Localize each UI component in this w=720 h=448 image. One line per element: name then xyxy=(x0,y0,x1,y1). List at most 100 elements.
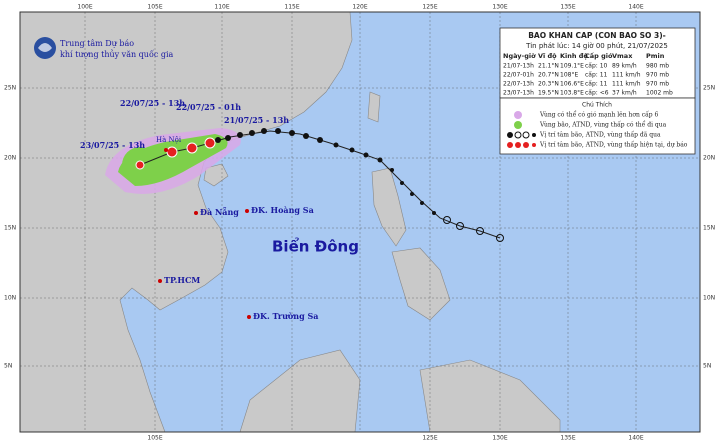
legend-swatch xyxy=(514,111,522,119)
past-position xyxy=(333,142,339,148)
table-cell: 89 km/h xyxy=(612,63,637,70)
grid-label-top: 130E xyxy=(492,4,507,11)
issue-time: Tin phát lúc: 14 giờ 00 phút, 21/07/2025 xyxy=(525,42,668,50)
past-position xyxy=(349,147,355,153)
past-position xyxy=(476,227,484,235)
table-header: Ngày-giờ xyxy=(503,52,536,60)
map-label: 23/07/25 - 13h xyxy=(80,140,145,150)
grid-label-right: 10N xyxy=(703,295,715,302)
past-position xyxy=(456,222,464,230)
table-cell: 20.7°N xyxy=(538,72,559,79)
logo-mark xyxy=(38,43,52,52)
legend-item: Vùng bão, ATND, vùng thấp có thể đi qua xyxy=(539,122,667,129)
storm-forecast xyxy=(166,146,178,158)
table-cell: 19.5°N xyxy=(538,90,559,97)
map-label: 22/07/25 - 01h xyxy=(176,102,241,112)
legend-swatch xyxy=(507,131,536,139)
grid-label-top: 110E xyxy=(214,4,229,11)
table-cell: cấp: 10 xyxy=(585,63,608,70)
past-position xyxy=(496,234,504,242)
table-cell: 109.1°E xyxy=(560,63,584,70)
table-cell: 111 km/h xyxy=(612,81,641,88)
legend-swatch xyxy=(507,142,536,148)
table-header: Pmin xyxy=(646,52,665,60)
island-label: ĐK. Trường Sa xyxy=(253,311,318,321)
past-position xyxy=(289,130,295,136)
grid-label-top: 125E xyxy=(422,4,437,11)
past-position xyxy=(303,133,309,139)
past-position xyxy=(261,128,267,134)
past-position xyxy=(420,201,424,205)
storm-forecast xyxy=(186,142,198,154)
bulletin-title: BAO KHAN CAP (CON BAO SO 3)- xyxy=(528,31,666,40)
grid-label-bottom: 140E xyxy=(628,435,643,442)
mainland xyxy=(19,11,353,433)
grid-label-left: 5N xyxy=(4,363,12,370)
hanoi-dot xyxy=(164,148,168,152)
table-header: Kinh độ xyxy=(560,52,588,60)
grid-label-top: 100E xyxy=(77,4,92,11)
grid-label-bottom: 105E xyxy=(147,435,162,442)
table-cell: 970 mb xyxy=(646,81,669,88)
past-position xyxy=(237,132,243,138)
grid-label-right: 15N xyxy=(703,225,715,232)
sea-label: Biển Đông xyxy=(272,237,359,256)
low-forecast xyxy=(135,160,145,170)
table-header: Vĩ độ xyxy=(538,52,557,60)
grid-label-left: 10N xyxy=(4,295,16,302)
legend-item: Vị trí tâm bão, ATND, vùng thấp đã qua xyxy=(539,132,661,139)
map-frame xyxy=(19,11,701,433)
legend-dot xyxy=(523,142,529,148)
table-cell: 970 mb xyxy=(646,72,669,79)
past-position xyxy=(275,128,281,134)
table-cell: 37 km/h xyxy=(612,90,637,97)
grid-label-bottom: 135E xyxy=(560,435,575,442)
visayas-mindanao xyxy=(391,247,451,321)
island-label: ĐK. Hoàng Sa xyxy=(251,205,314,215)
grid-label-top: 140E xyxy=(628,4,643,11)
grid-label-bottom: 130E xyxy=(492,435,507,442)
grid-label-left: 25N xyxy=(4,85,16,92)
legend-dot xyxy=(532,133,536,137)
table-header: Vmax xyxy=(612,52,633,60)
hcm-dot xyxy=(158,279,162,283)
table-cell: cấp: <6 xyxy=(585,90,609,97)
map-label: 22/07/25 - 13h xyxy=(120,98,185,108)
table-cell: 103.8°E xyxy=(560,90,584,97)
table-cell: cấp: 11 xyxy=(585,72,608,79)
past-position xyxy=(317,137,323,143)
grid-label-top: 115E xyxy=(284,4,299,11)
table-cell: 20.3°N xyxy=(538,81,559,88)
past-position xyxy=(432,211,436,215)
hoangsa-dot xyxy=(245,209,249,213)
table-cell: cấp: 11 xyxy=(585,81,608,88)
table-cell: 106.6°E xyxy=(560,81,584,88)
legend-dot xyxy=(507,132,513,138)
legend-dot xyxy=(532,143,536,147)
past-position xyxy=(215,137,221,143)
legend-swatch xyxy=(514,121,522,129)
map-label: 21/07/25 - 13h xyxy=(224,115,289,125)
legend-item: Vùng có thể có gió mạnh lên hơn cấp 6 xyxy=(539,112,659,119)
city-label: Đà Nẵng xyxy=(200,207,239,217)
table-cell: 21.1°N xyxy=(538,63,559,70)
table-cell: 22/07-01h xyxy=(503,72,534,79)
table-cell: 1002 mb xyxy=(646,90,673,97)
org-name: khí tượng thủy văn quốc gia xyxy=(60,50,174,59)
land xyxy=(19,11,561,433)
table-cell: 111 km/h xyxy=(612,72,641,79)
past-position xyxy=(249,130,255,136)
legend-dot xyxy=(515,142,521,148)
luzon xyxy=(371,167,407,247)
grid-label-right: 25N xyxy=(703,85,715,92)
past-position xyxy=(443,216,451,224)
grid-labels: 100E 105E 110E 115E 120E 125E 130E 135E 140E 25N 2… xyxy=(4,4,715,442)
org-name: Trung tâm Dự báo xyxy=(60,39,134,48)
past-position xyxy=(377,157,383,163)
grid-label-left: 20N xyxy=(4,155,16,162)
table-header: Cấp gió xyxy=(585,52,613,60)
legend-dot xyxy=(507,142,513,148)
table-cell: 22/07-13h xyxy=(503,81,534,88)
